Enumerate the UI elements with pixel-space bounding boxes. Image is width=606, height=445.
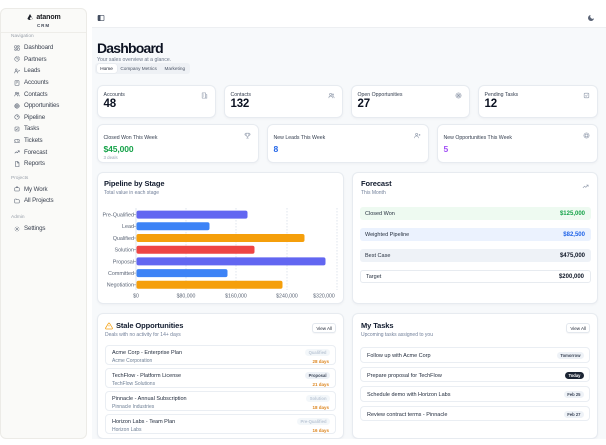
svg-text:$240,000: $240,000 <box>276 294 298 300</box>
svg-text:Proposal: Proposal <box>113 259 134 265</box>
svg-text:Lead: Lead <box>122 224 134 230</box>
svg-text:$0: $0 <box>133 294 139 300</box>
svg-text:$320,000: $320,000 <box>313 294 335 300</box>
svg-text:Negotiation: Negotiation <box>107 283 134 289</box>
svg-text:Qualified: Qualified <box>113 236 134 242</box>
svg-text:$160,000: $160,000 <box>225 294 247 300</box>
svg-text:$80,000: $80,000 <box>177 294 196 300</box>
svg-text:Committed: Committed <box>108 271 134 277</box>
svg-text:Solution: Solution <box>115 248 134 254</box>
svg-text:Pre-Qualified: Pre-Qualified <box>103 213 134 219</box>
